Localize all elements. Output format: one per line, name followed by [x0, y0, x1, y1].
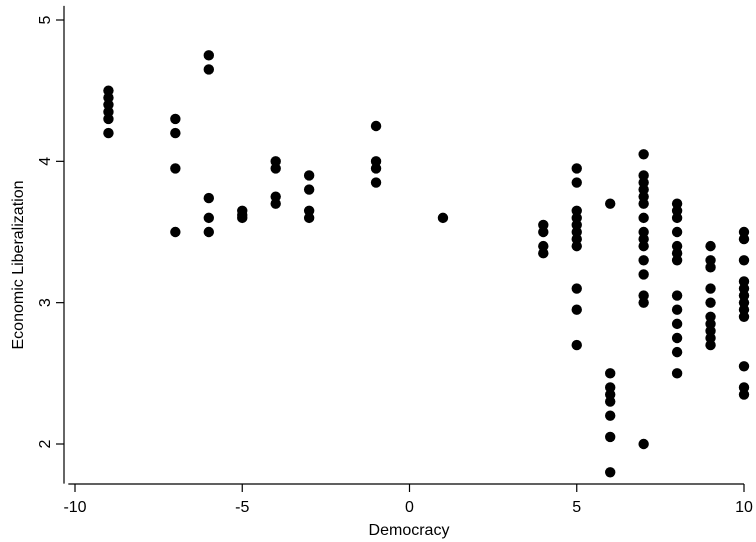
data-points	[103, 50, 750, 478]
y-tick-label: 3	[37, 298, 54, 307]
data-point	[738, 389, 750, 400]
data-point	[370, 120, 382, 132]
data-point	[270, 198, 281, 209]
data-point	[303, 184, 315, 195]
data-point	[203, 212, 214, 224]
data-point	[571, 163, 582, 174]
data-point	[170, 226, 181, 238]
data-point	[170, 127, 181, 139]
data-point	[538, 248, 549, 259]
data-point	[103, 127, 114, 139]
x-tick-label: 0	[405, 499, 414, 516]
data-point	[738, 311, 750, 322]
data-point	[203, 226, 214, 238]
y-axis: 2 3 4 5	[37, 5, 65, 484]
data-point	[370, 177, 382, 188]
data-point	[705, 339, 716, 351]
y-axis-label: Economic Liberalization	[10, 181, 27, 350]
data-point	[571, 339, 582, 351]
data-point	[237, 212, 248, 224]
data-point	[671, 318, 683, 330]
data-point	[203, 50, 214, 61]
data-point	[705, 262, 716, 273]
data-point	[303, 212, 315, 224]
data-point	[303, 170, 315, 181]
data-point	[638, 240, 649, 252]
data-point	[638, 198, 649, 209]
data-point	[437, 212, 449, 224]
data-point	[705, 240, 716, 252]
x-tick-label: 5	[572, 499, 581, 516]
data-point	[671, 226, 683, 238]
data-point	[605, 198, 616, 209]
data-point	[270, 163, 281, 174]
data-point	[203, 64, 214, 75]
data-point	[170, 163, 181, 174]
data-point	[738, 255, 750, 266]
data-point	[605, 431, 616, 443]
x-tick-label: -10	[63, 499, 86, 516]
data-point	[538, 226, 549, 238]
data-point	[638, 297, 649, 308]
data-point	[671, 304, 683, 315]
data-point	[571, 177, 582, 188]
x-axis-label: Democracy	[369, 522, 450, 539]
data-point	[638, 269, 649, 280]
data-point	[738, 233, 750, 245]
data-point	[638, 149, 649, 160]
data-point	[705, 297, 716, 308]
data-point	[571, 283, 582, 294]
data-point	[638, 438, 649, 450]
data-point	[671, 212, 683, 224]
data-point	[671, 368, 683, 379]
y-tick-label: 4	[37, 157, 54, 166]
data-point	[605, 368, 616, 379]
y-tick-label: 2	[37, 439, 54, 448]
data-point	[605, 467, 616, 478]
data-point	[170, 113, 181, 125]
data-point	[671, 332, 683, 344]
y-tick-label: 5	[37, 15, 54, 24]
x-tick-label: -5	[235, 499, 249, 516]
data-point	[638, 255, 649, 266]
data-point	[203, 192, 214, 204]
data-point	[671, 346, 683, 358]
data-point	[605, 410, 616, 421]
data-point	[671, 290, 683, 301]
data-point	[705, 283, 716, 294]
x-axis: -10 -5 0 5 10	[63, 483, 753, 516]
data-point	[605, 396, 616, 407]
x-tick-label: 10	[735, 499, 753, 516]
data-point	[370, 163, 382, 174]
data-point	[638, 212, 649, 224]
data-point	[671, 255, 683, 266]
data-point	[103, 113, 114, 125]
data-point	[571, 240, 582, 252]
data-point	[571, 304, 582, 315]
data-point	[738, 361, 750, 372]
